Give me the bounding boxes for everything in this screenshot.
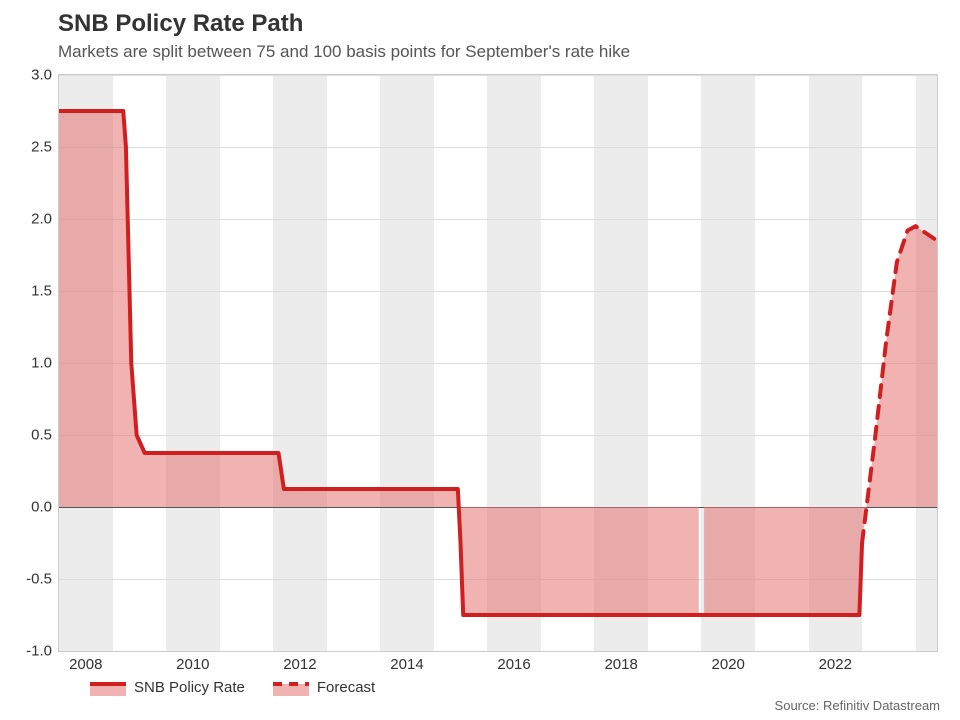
y-tick-label: 2.0 (8, 211, 52, 228)
y-tick-label: 0.0 (8, 499, 52, 516)
chart-container: SNB Policy Rate Path Markets are split b… (0, 0, 960, 720)
legend-label-forecast: Forecast (317, 679, 375, 696)
x-tick-label: 2014 (390, 656, 423, 673)
chart-svg (59, 75, 937, 651)
x-tick-label: 2020 (712, 656, 745, 673)
legend-swatch-actual (90, 678, 126, 696)
x-tick-label: 2022 (819, 656, 852, 673)
y-tick-label: 2.5 (8, 139, 52, 156)
chart-title: SNB Policy Rate Path (58, 10, 303, 38)
plot-area (58, 74, 938, 652)
source-attribution: Source: Refinitiv Datastream (775, 698, 940, 713)
y-tick-label: 1.5 (8, 283, 52, 300)
legend-item-actual: SNB Policy Rate (90, 678, 245, 696)
x-tick-label: 2008 (69, 656, 102, 673)
gridline (59, 651, 937, 652)
y-tick-label: -1.0 (8, 643, 52, 660)
legend-swatch-forecast (273, 678, 309, 696)
legend-label-actual: SNB Policy Rate (134, 679, 245, 696)
y-tick-label: 3.0 (8, 67, 52, 84)
x-tick-label: 2012 (283, 656, 316, 673)
x-tick-label: 2016 (497, 656, 530, 673)
y-tick-label: 0.5 (8, 427, 52, 444)
y-tick-label: -0.5 (8, 571, 52, 588)
area-fill (59, 111, 937, 615)
legend-item-forecast: Forecast (273, 678, 375, 696)
y-tick-label: 1.0 (8, 355, 52, 372)
legend: SNB Policy Rate Forecast (90, 678, 375, 696)
x-tick-label: 2010 (176, 656, 209, 673)
chart-subtitle: Markets are split between 75 and 100 bas… (58, 42, 630, 62)
x-tick-label: 2018 (604, 656, 637, 673)
